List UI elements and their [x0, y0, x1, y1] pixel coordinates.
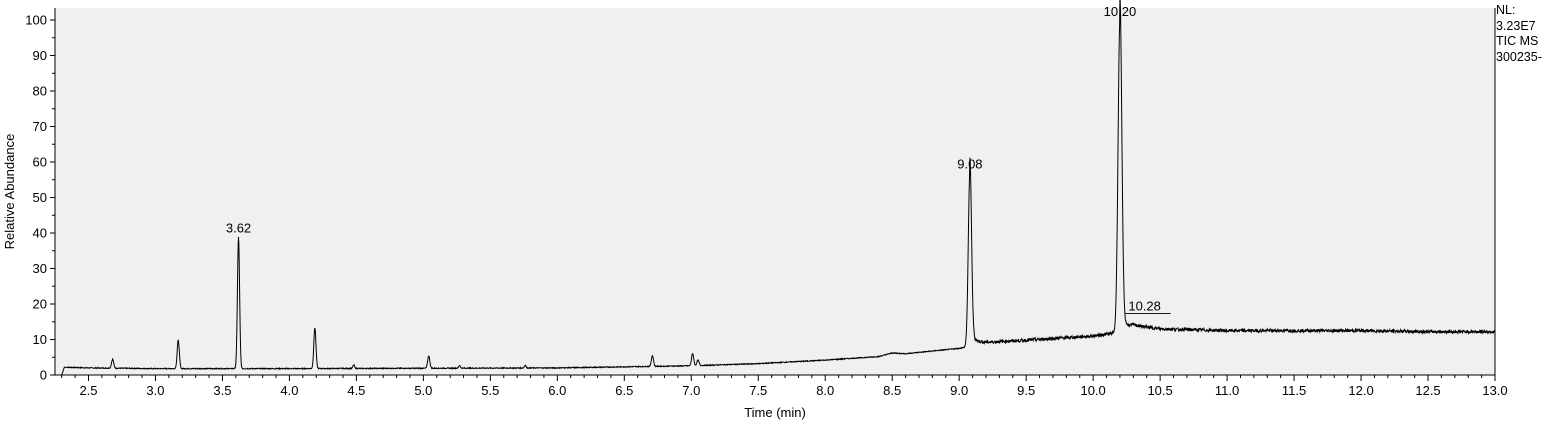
y-tick-label: 50 — [33, 190, 47, 205]
x-tick-label: 13.0 — [1482, 383, 1507, 398]
tic-trace-line — [61, 0, 1496, 376]
x-tick-label: 3.0 — [146, 383, 164, 398]
y-tick-label: 30 — [33, 261, 47, 276]
x-axis-title: Time (min) — [744, 405, 806, 420]
peak-label: 3.62 — [226, 221, 251, 236]
scan-type: TIC MS — [1496, 34, 1539, 48]
y-axis-title: Relative Abundance — [2, 134, 17, 250]
y-tick-label: 100 — [25, 13, 47, 28]
x-tick-label: 5.0 — [414, 383, 432, 398]
x-tick-label: 3.5 — [213, 383, 231, 398]
nl-label: NL: — [1496, 3, 1516, 17]
x-tick-label: 9.5 — [1017, 383, 1035, 398]
y-tick-label: 40 — [33, 226, 47, 241]
y-tick-label: 70 — [33, 119, 47, 134]
y-tick-label: 90 — [33, 48, 47, 63]
y-tick-label: 0 — [40, 368, 47, 383]
x-tick-label: 2.5 — [79, 383, 97, 398]
x-tick-label: 12.5 — [1415, 383, 1440, 398]
scan-info-panel: NL: 3.23E7 TIC MS 300235- — [1496, 3, 1546, 65]
y-axis: 0 10 20 30 40 50 60 70 80 90 100 — [25, 13, 55, 383]
peak-label: 10.28 — [1128, 299, 1161, 314]
x-tick-label: 7.0 — [682, 383, 700, 398]
x-tick-label: 11.0 — [1215, 383, 1239, 398]
x-tick-label: 6.0 — [548, 383, 566, 398]
x-tick-label: 10.0 — [1080, 383, 1105, 398]
peak-label: 10.20 — [1104, 4, 1137, 19]
y-tick-label: 10 — [33, 332, 47, 347]
x-tick-label: 10.5 — [1147, 383, 1172, 398]
nl-value: 3.23E7 — [1496, 18, 1536, 33]
x-axis: 2.5 3.0 3.5 4.0 4.5 5.0 5.5 6.0 6.5 7.0 7.5 8.0 8.5 9… — [61, 375, 1508, 398]
peak-labels: 3.62 9.08 10.20 10.28 — [226, 4, 1171, 314]
file-id: 300235- — [1496, 49, 1542, 64]
x-tick-label: 11.5 — [1282, 383, 1306, 398]
plot-area — [55, 8, 1495, 375]
x-tick-label: 12.0 — [1348, 383, 1373, 398]
x-tick-label: 4.0 — [280, 383, 298, 398]
peak-label: 9.08 — [957, 157, 982, 172]
x-tick-label: 6.5 — [615, 383, 633, 398]
x-tick-label: 7.5 — [749, 383, 767, 398]
x-tick-label: 5.5 — [481, 383, 499, 398]
x-tick-label: 4.5 — [347, 383, 365, 398]
y-tick-label: 60 — [33, 155, 47, 170]
x-tick-label: 8.0 — [816, 383, 834, 398]
x-tick-label: 8.5 — [883, 383, 901, 398]
x-tick-label: 9.0 — [950, 383, 968, 398]
y-tick-label: 80 — [33, 84, 47, 99]
y-tick-label: 20 — [33, 297, 47, 312]
